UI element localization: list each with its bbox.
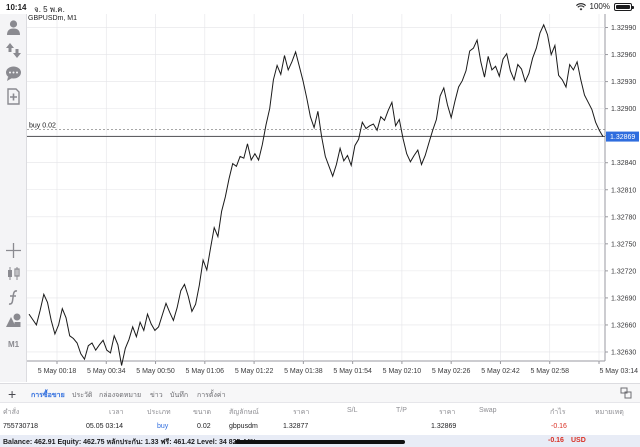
crosshair-icon[interactable] <box>4 241 23 260</box>
x-tick-label: 5 May 02:58 <box>530 368 569 375</box>
position-profit: -0.16 <box>551 423 567 430</box>
tab-news[interactable]: ข่าว <box>150 392 163 399</box>
position-symbol: gbpusdm <box>229 423 258 430</box>
chart-canvas[interactable]: 1.329901.329601.329301.329001.328701.328… <box>27 14 640 382</box>
tab-mailbox[interactable]: กล่องจดหมาย <box>99 392 142 399</box>
price-chart[interactable]: 1.329901.329601.329301.329001.328701.328… <box>27 14 640 382</box>
battery-percent: 100% <box>589 2 610 11</box>
position-order: 755730718 <box>3 423 39 430</box>
indicators-icon[interactable] <box>4 288 23 307</box>
wifi-icon <box>575 2 586 10</box>
header-sl: S/L <box>347 407 358 414</box>
chart-title: GBPUSDm, M1 <box>28 15 78 22</box>
header-symbol: สัญลักษณ์ <box>229 409 259 416</box>
battery-icon <box>614 2 634 11</box>
y-tick-label: 1.32840 <box>611 160 636 167</box>
y-tick-label: 1.32720 <box>611 268 636 275</box>
status-right: 100% <box>575 2 634 11</box>
header-profit: กำไร <box>550 409 566 416</box>
position-row[interactable]: 755730718 05.05 03:14 buy 0.02 gbpusdm 1… <box>0 419 640 435</box>
y-axis: 1.329901.329601.329301.329001.328701.328… <box>605 25 636 356</box>
x-tick-label: 5 May 02:42 <box>481 368 520 375</box>
x-tick-label: 5 May 01:22 <box>235 368 274 375</box>
x-tick-label: 5 May 00:34 <box>87 368 126 375</box>
account-currency: USD <box>571 437 586 444</box>
x-tick-label: 5 May 02:10 <box>383 368 422 375</box>
y-tick-label: 1.32990 <box>611 25 636 32</box>
position-time: 05.05 03:14 <box>86 423 123 430</box>
position-price-current: 1.32869 <box>431 423 457 430</box>
header-type: ประเภท <box>147 409 171 416</box>
tab-settings[interactable]: การตั้งค่า <box>197 392 226 399</box>
y-tick-label: 1.32780 <box>611 214 636 221</box>
y-tick-label: 1.32630 <box>611 349 636 356</box>
terminal-tabs: + การซื้อขาย ประวัติ กล่องจดหมาย ข่าว บั… <box>0 383 640 403</box>
objects-icon[interactable] <box>4 311 23 330</box>
x-axis: 5 May 00:18 5 May 00:34 5 May 00:50 5 May 0… <box>38 361 638 375</box>
header-comment: หมายเหตุ <box>595 409 624 416</box>
x-tick-label: 5 May 02:26 <box>432 368 471 375</box>
x-tick-label: 5 May 01:54 <box>333 368 372 375</box>
y-tick-label: 1.32930 <box>611 79 636 86</box>
account-summary: Balance: 462.91 Equity: 462.75 หลักประกั… <box>3 439 257 446</box>
chart-grid <box>27 14 606 362</box>
header-time: เวลา <box>109 409 124 416</box>
header-order: คำสั่ง <box>3 409 20 416</box>
tab-trade[interactable]: การซื้อขาย <box>31 392 65 399</box>
x-tick-label: 5 May 01:06 <box>186 368 225 375</box>
tab-history[interactable]: ประวัติ <box>72 392 93 399</box>
x-tick-label: 5 May 00:18 <box>38 368 77 375</box>
order-line-label: buy 0.02 <box>29 122 56 129</box>
current-price-marker-box <box>606 131 639 142</box>
position-type: buy <box>157 423 169 430</box>
status-date: จ. 5 พ.ค. <box>34 5 65 14</box>
status-bar: 10:14 จ. 5 พ.ค. 100% <box>0 0 640 14</box>
positions-header: คำสั่ง เวลา ประเภท ขนาด สัญลักษณ์ ราคา S… <box>0 403 640 419</box>
y-tick-label: 1.32660 <box>611 322 636 329</box>
chart-toolbar: M1 <box>0 14 27 382</box>
y-tick-label: 1.32900 <box>611 106 636 113</box>
layout-icon[interactable] <box>620 387 632 399</box>
quotes-icon[interactable] <box>4 41 23 60</box>
y-tick-label: 1.32690 <box>611 295 636 302</box>
home-indicator[interactable] <box>235 440 405 444</box>
current-price-marker: 1.32869 <box>606 131 639 142</box>
y-tick-label: 1.32750 <box>611 241 636 248</box>
chat-icon[interactable] <box>4 64 23 83</box>
x-tick-label: 5 May 03:14 <box>599 368 638 375</box>
current-price-label: 1.32869 <box>610 134 635 141</box>
header-price-open: ราคา <box>293 409 310 416</box>
timeframe-button[interactable]: M1 <box>4 335 23 354</box>
position-price-open: 1.32877 <box>283 423 309 430</box>
x-tick-label: 5 May 01:38 <box>284 368 323 375</box>
header-volume: ขนาด <box>193 409 212 416</box>
profile-icon[interactable] <box>4 18 23 37</box>
header-price-current: ราคา <box>439 409 456 416</box>
status-time: 10:14 <box>6 3 27 12</box>
y-tick-label: 1.32960 <box>611 52 636 59</box>
series-line <box>28 23 604 366</box>
header-swap: Swap <box>479 407 497 414</box>
tab-journal[interactable]: บันทึก <box>170 392 189 399</box>
new-order-icon[interactable] <box>4 87 23 106</box>
x-tick-label: 5 May 00:50 <box>136 368 175 375</box>
total-profit: -0.16 <box>548 437 564 444</box>
chart-type-icon[interactable] <box>4 264 23 283</box>
add-icon[interactable]: + <box>8 386 17 402</box>
battery-fill <box>616 4 630 9</box>
y-tick-label: 1.32810 <box>611 187 636 194</box>
position-volume: 0.02 <box>197 423 211 430</box>
header-tp: T/P <box>396 407 407 414</box>
timeframe-label: M1 <box>7 340 20 349</box>
